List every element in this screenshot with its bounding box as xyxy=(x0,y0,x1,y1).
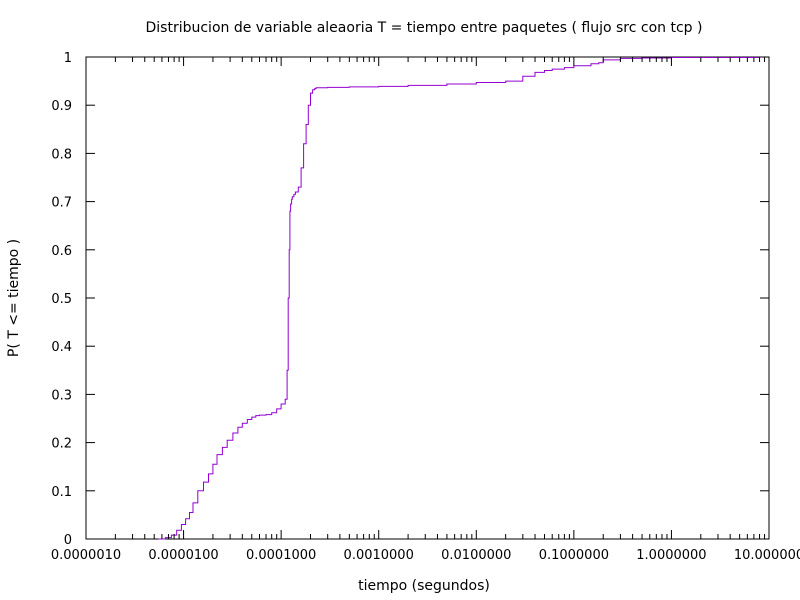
y-tick-label: 0.2 xyxy=(51,437,72,452)
y-tick-label: 0.7 xyxy=(51,196,72,211)
plot-area xyxy=(85,56,770,540)
chart-title: Distribucion de variable aleaoria T = ti… xyxy=(146,20,703,36)
x-tick-label: 0.0100000 xyxy=(441,548,511,563)
y-tick-label: 0.9 xyxy=(51,99,72,114)
y-tick-label: 1 xyxy=(64,51,72,66)
x-tick-label: 0.0000100 xyxy=(148,548,218,563)
plot-border xyxy=(85,56,770,540)
y-tick-label: 0 xyxy=(64,533,72,548)
y-tick-label: 0.4 xyxy=(51,340,72,355)
y-tick-label: 0.5 xyxy=(51,292,72,307)
x-tick-label: 0.0010000 xyxy=(344,548,414,563)
y-tick-label: 0.3 xyxy=(51,388,72,403)
y-tick-label: 0.1 xyxy=(51,485,72,500)
x-tick-label: 0.1000000 xyxy=(539,548,609,563)
x-tick-label: 0.0000010 xyxy=(51,548,121,563)
x-tick-label: 10.000000 xyxy=(734,548,800,563)
x-tick-label: 1.0000000 xyxy=(636,548,706,563)
axis-ticks: 0.0000010 0.0000100 0.0001000 0.0010000 0.01… xyxy=(51,51,800,563)
x-tick-label: 0.0001000 xyxy=(246,548,316,563)
y-tick-label: 0.6 xyxy=(51,244,72,259)
x-axis-label: tiempo (segundos) xyxy=(358,578,490,594)
y-tick-label: 0.8 xyxy=(51,147,72,162)
cdf-series-line xyxy=(158,57,760,540)
y-axis-label: P( T <= tiempo ) xyxy=(6,239,22,357)
